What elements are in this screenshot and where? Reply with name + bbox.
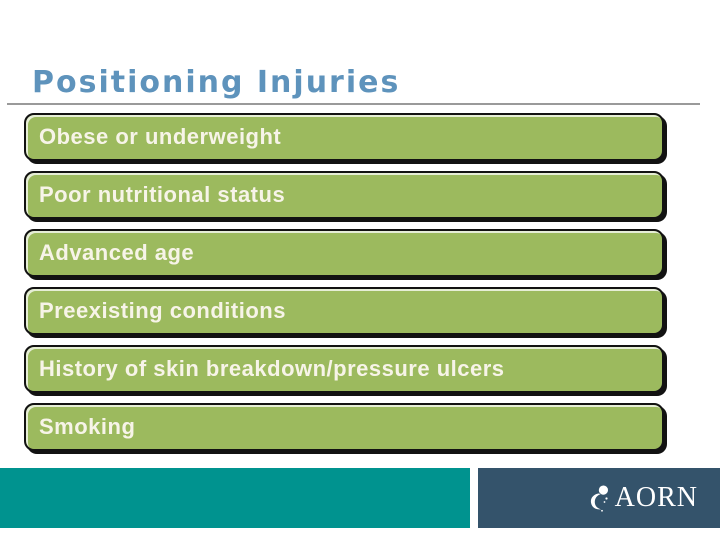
risk-item-poor-nutritional-status: Poor nutritional status <box>24 171 664 219</box>
title-underline <box>7 103 700 105</box>
risk-item-preexisting-conditions: Preexisting conditions <box>24 287 664 335</box>
footer-navy-bar: AORN <box>478 468 720 528</box>
page-title: Positioning Injuries <box>32 65 401 100</box>
risk-item-advanced-age: Advanced age <box>24 229 664 277</box>
aorn-wordmark: AORN <box>614 482 698 513</box>
footer-teal-bar <box>0 468 470 528</box>
risk-factor-list: Obese or underweight Poor nutritional st… <box>24 113 664 461</box>
risk-item-history-of-skin-breakdown: History of skin breakdown/pressure ulcer… <box>24 345 664 393</box>
risk-item-obese-or-underweight: Obese or underweight <box>24 113 664 161</box>
aorn-figure-icon <box>590 484 608 512</box>
aorn-logo: AORN <box>588 484 698 512</box>
risk-item-smoking: Smoking <box>24 403 664 451</box>
